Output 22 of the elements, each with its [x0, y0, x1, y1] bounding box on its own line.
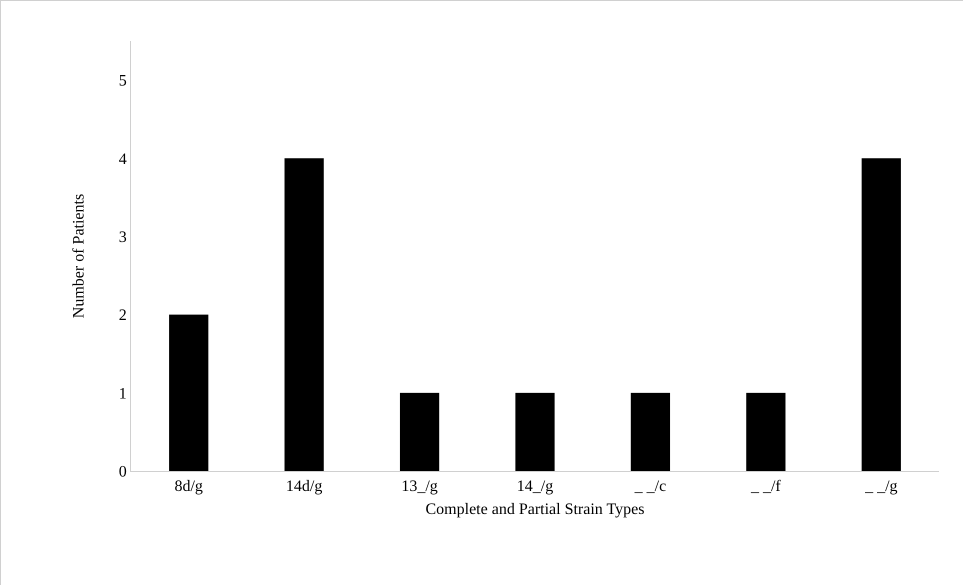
x-tick-label: _ _/c: [634, 478, 666, 496]
x-tick-label: 13_/g: [401, 478, 438, 496]
bar: [746, 392, 786, 471]
y-tick-label: 3: [118, 229, 127, 246]
bar: [169, 314, 208, 471]
bar: [862, 158, 901, 471]
bar: [284, 158, 324, 471]
y-tick-label: 5: [118, 72, 127, 90]
y-tick-label: 2: [118, 307, 127, 324]
y-tick-label: 4: [118, 150, 127, 168]
x-tick-label: 14_/g: [516, 478, 554, 496]
x-axis-title: Complete and Partial Strain Types: [426, 500, 644, 518]
x-tick-label: _ _/g: [864, 478, 898, 496]
x-tick-label: 8d/g: [174, 478, 203, 496]
y-tick-label: 0: [118, 464, 127, 481]
bar: [630, 392, 670, 471]
x-tick-label: 14d/g: [286, 478, 322, 496]
x-tick-label: _ _/f: [750, 478, 782, 496]
bar: [400, 392, 440, 471]
y-tick-label: 1: [118, 385, 127, 402]
bar: [515, 392, 555, 471]
y-axis-title: Number of Patients: [70, 194, 88, 318]
